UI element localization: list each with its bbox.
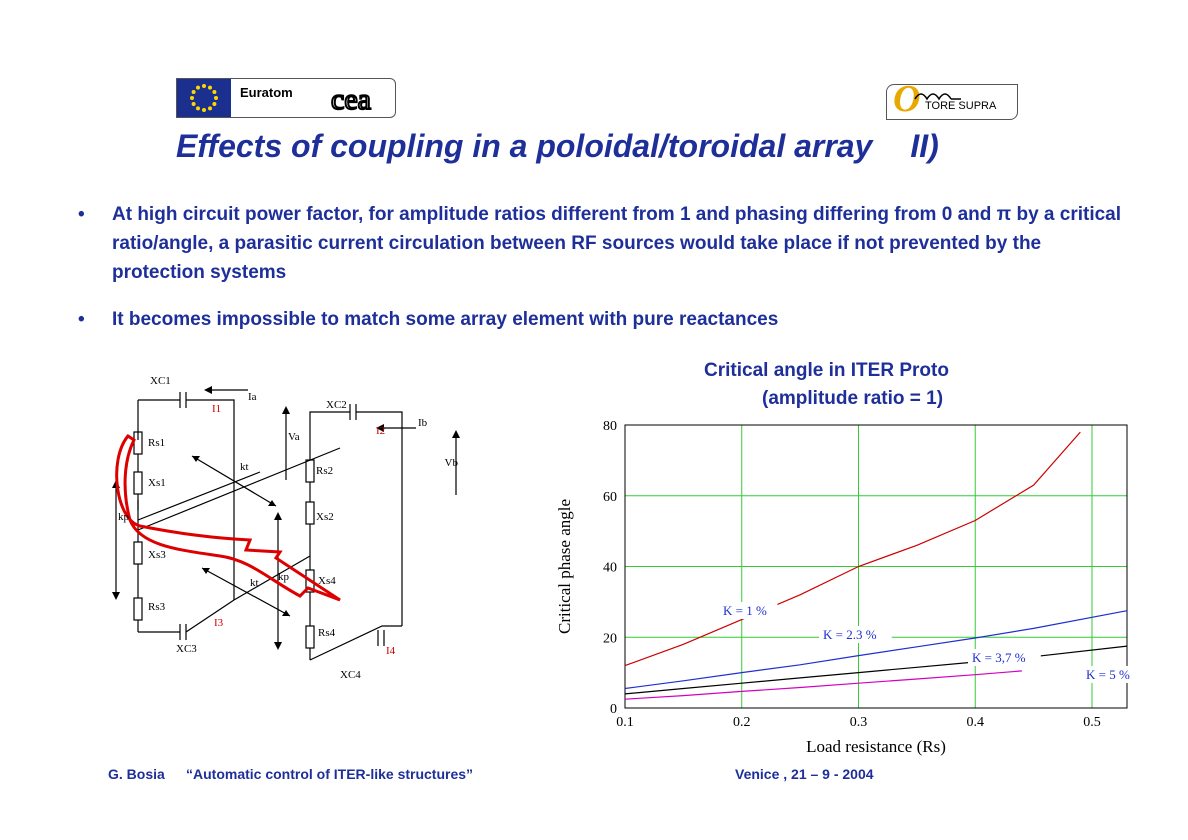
y-tick-label: 20 xyxy=(603,631,617,646)
euratom-label: Euratom xyxy=(240,85,293,100)
series-label: K = 3,7 % xyxy=(972,650,1026,665)
label-xs1: Xs1 xyxy=(148,477,166,489)
series-label: K = 2.3 % xyxy=(823,627,877,642)
plot-frame xyxy=(624,424,1128,709)
slide-title-main: Effects of coupling in a poloidal/toroid… xyxy=(176,128,873,164)
label-i1: I1 xyxy=(212,403,221,415)
x-tick-label: 0.3 xyxy=(850,715,868,730)
label-i3: I3 xyxy=(214,617,224,629)
series-label-bg xyxy=(968,649,1041,666)
tore-supra-wave-icon xyxy=(914,93,961,101)
label-ia: Ia xyxy=(248,391,257,403)
series-label-bg xyxy=(819,626,892,643)
critical-angle-chart: 0.1 0.2 0.3 0.4 0.5 0 20 40 60 80 Load resistance… xyxy=(555,419,1141,756)
label-xc1: XC1 xyxy=(150,375,171,387)
resistor-xs3 xyxy=(133,541,143,565)
resistor-xs2 xyxy=(305,501,315,525)
y-tick-label: 0 xyxy=(610,702,617,717)
cea-logo: cea xyxy=(330,84,372,114)
label-rs2: Rs2 xyxy=(316,465,333,477)
x-axis-label: Load resistance (Rs) xyxy=(806,737,946,756)
series-label-bg xyxy=(719,602,778,619)
label-xc3: XC3 xyxy=(176,643,197,655)
label-kp-center: kp xyxy=(278,571,290,583)
label-i2: I2 xyxy=(376,425,385,437)
bullet-item: It becomes impossible to match some arra… xyxy=(78,305,1128,334)
y-tick-label: 40 xyxy=(603,561,617,576)
x-tick-label: 0.1 xyxy=(616,715,634,730)
eu-flag-icon xyxy=(177,79,231,117)
label-i4: I4 xyxy=(386,645,396,657)
tore-supra-logo: O TORE SUPRA xyxy=(886,78,1018,120)
label-rs4: Rs4 xyxy=(318,627,336,639)
label-xs3: Xs3 xyxy=(148,549,166,561)
bullet-list: At high circuit power factor, for amplit… xyxy=(78,200,1128,352)
label-xs2: Xs2 xyxy=(316,511,334,523)
label-ib: Ib xyxy=(418,417,428,429)
resistor-rs3 xyxy=(133,597,143,621)
circuit-diagram: XC1 XC2 XC3 XC4 Rs1 Rs2 Rs3 Rs4 Xs1 Xs2 … xyxy=(112,375,460,681)
y-tick-label: 80 xyxy=(603,419,617,434)
footer-venue-date: Venice , 21 – 9 - 2004 xyxy=(735,766,874,782)
label-xs4: Xs4 xyxy=(318,575,336,587)
series-label: K = 5 % xyxy=(1086,667,1130,682)
label-kp-left: kp xyxy=(118,511,130,523)
label-rs3: Rs3 xyxy=(148,601,166,613)
chart-title-line1: Critical angle in ITER Proto xyxy=(704,360,949,381)
x-tick-label: 0.4 xyxy=(966,715,984,730)
series-line xyxy=(624,670,1022,700)
tore-supra-label: TORE SUPRA xyxy=(925,100,997,112)
cea-label: cea xyxy=(331,84,371,114)
footer-talk-title: “Automatic control of ITER-like structur… xyxy=(186,766,474,782)
euratom-logo: Euratom cea xyxy=(176,78,396,118)
label-va: Va xyxy=(288,431,300,443)
series-line xyxy=(624,610,1128,690)
y-tick-label: 60 xyxy=(603,490,617,505)
footer-author: G. Bosia xyxy=(108,766,165,782)
slide-title: Effects of coupling in a poloidal/toroid… xyxy=(176,128,939,165)
resistor-rs2 xyxy=(305,459,315,483)
label-vb: Vb xyxy=(445,457,459,469)
label-kt-bottom: kt xyxy=(250,577,259,589)
x-tick-label: 0.2 xyxy=(733,715,751,730)
arrowhead xyxy=(204,386,212,394)
series-label: K = 1 % xyxy=(723,603,767,618)
label-xc4: XC4 xyxy=(340,669,361,681)
y-axis-label: Critical phase angle xyxy=(555,499,574,634)
chart-title-line2: (amplitude ratio = 1) xyxy=(762,388,944,409)
series-line xyxy=(624,431,1081,667)
label-xc2: XC2 xyxy=(326,399,347,411)
slide-title-part: II) xyxy=(910,128,939,164)
x-tick-label: 0.5 xyxy=(1083,715,1101,730)
resistor-rs4 xyxy=(305,625,315,649)
label-kt-top: kt xyxy=(240,461,249,473)
label-rs1: Rs1 xyxy=(148,437,165,449)
parasitic-current-arrow xyxy=(115,434,341,602)
resistor-xs1 xyxy=(133,471,143,495)
series-label-bg xyxy=(1082,666,1141,683)
bullet-item: At high circuit power factor, for amplit… xyxy=(78,200,1128,287)
